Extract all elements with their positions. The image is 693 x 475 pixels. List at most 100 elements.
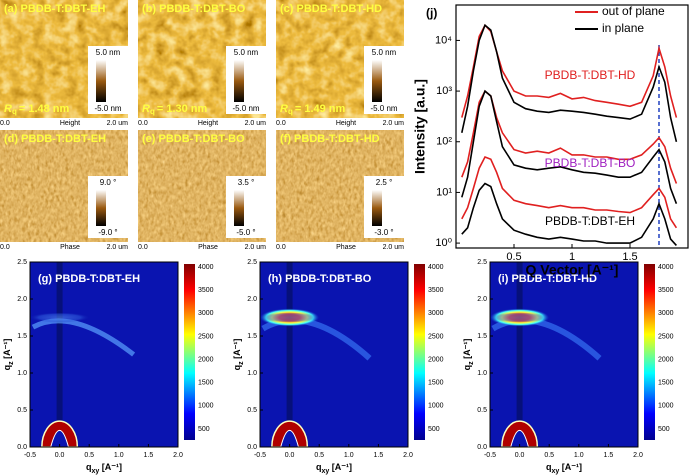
x-label-unit: [A⁻¹]: [559, 462, 582, 472]
colorbar-box: [226, 46, 266, 114]
axis-name: Height: [60, 120, 80, 127]
colorbar-label: 3000: [658, 310, 674, 317]
side-peak: [29, 312, 90, 323]
y-tick-label: 1.5: [477, 333, 487, 340]
colorbar-max: 5.0 nm: [96, 48, 121, 57]
axis-end: 2.0 um: [383, 120, 405, 127]
axis-start: 0.0: [138, 244, 148, 251]
x-tick-label: 1.0: [114, 452, 124, 459]
y-tick-label: 2.0: [477, 296, 487, 303]
colorbar-label: 1000: [428, 403, 444, 410]
y-axis-label: qz [A⁻¹]: [462, 339, 474, 371]
x-label: q: [316, 462, 322, 472]
x-tick-label: 1.5: [374, 452, 384, 459]
panel-label: (j): [426, 6, 437, 20]
colorbar-min: -3.0 °: [374, 228, 393, 237]
colorbar-label: 500: [198, 426, 210, 433]
colorbar-box: [364, 176, 404, 238]
y-label: q: [232, 365, 242, 371]
colorbar-box: [88, 176, 128, 238]
rq-label: Rq = 1.49 nm: [280, 103, 346, 116]
colorbar-label: 4000: [428, 264, 444, 271]
colorbar-max: 5.0 nm: [234, 48, 259, 57]
colorbar: [414, 264, 425, 440]
x-tick-label: 2.0: [633, 452, 643, 459]
colorbar: [234, 190, 244, 226]
axis-end: 2.0 um: [107, 120, 129, 127]
colorbar-label: 500: [658, 426, 670, 433]
beamstop-inner: [280, 429, 299, 448]
colorbar-box: [226, 176, 266, 238]
x-axis-label: qxy [A⁻¹]: [86, 462, 122, 474]
panel-label: (e) PBDB-T:DBT-BO: [142, 133, 245, 145]
giwaxs-image: [30, 262, 178, 447]
x-tick-label: 0.5: [84, 452, 94, 459]
side-peak: [489, 312, 550, 323]
x-label: q: [86, 462, 92, 472]
y-tick-label: 0.0: [17, 444, 27, 451]
colorbar-label: 2000: [658, 356, 674, 363]
axis-start: 0.0: [0, 120, 10, 127]
y-tick-label: 2.5: [17, 259, 27, 266]
rq-value: = 1.48 nm: [19, 103, 70, 115]
axis-name: Phase: [60, 244, 80, 251]
giwaxs-wedge: [56, 262, 63, 447]
axis-start: 0.0: [276, 244, 286, 251]
colorbar-label: 3500: [428, 287, 444, 294]
y-label-unit: [A⁻¹]: [2, 339, 12, 362]
x-label-unit: [A⁻¹]: [329, 462, 352, 472]
giwaxs-image: [260, 262, 408, 447]
colorbar: [372, 60, 382, 102]
x-tick-label: 2.0: [403, 452, 413, 459]
data-line: [461, 23, 678, 142]
x-tick-label: 0.0: [285, 452, 295, 459]
x-tick-label: 2.0: [173, 452, 183, 459]
colorbar-label: 3000: [428, 310, 444, 317]
x-tick-label: -0.5: [484, 452, 496, 459]
panel-label: (d) PBDB-T:DBT-EH: [4, 133, 106, 145]
y-axis-label: Intensity [a.u.]: [412, 79, 428, 174]
rq-sub: q: [150, 107, 155, 116]
colorbar-label: 1000: [198, 403, 214, 410]
rq-label: Rq = 1.30 nm: [142, 103, 208, 116]
axis-end: 2.0 um: [245, 244, 267, 251]
beamstop-inner: [510, 429, 529, 448]
annotation: PBDB-T:DBT-EH: [545, 214, 635, 228]
colorbar-label: 1500: [658, 380, 674, 387]
data-line: [461, 89, 678, 204]
y-tick-label: 1.5: [247, 333, 257, 340]
y-tick-label: 1.0: [17, 370, 27, 377]
plot-frame: [489, 261, 639, 448]
colorbar-label: 1500: [428, 380, 444, 387]
annotation: PBDB-T:DBT-HD: [545, 68, 636, 82]
axis-start: 0.0: [138, 120, 148, 127]
colorbar: [184, 264, 195, 440]
x-tick-label: 1: [569, 251, 575, 263]
panel-label: (h) PBDB-T:DBT-BO: [268, 273, 372, 285]
x-tick-label: 1.5: [622, 251, 637, 263]
y-tick-label: 10⁰: [435, 237, 452, 249]
colorbar-label: 3500: [198, 287, 214, 294]
y-tick-label: 10³: [436, 85, 452, 97]
giwaxs-image: [490, 262, 638, 447]
colorbar-max: 9.0 °: [100, 178, 117, 187]
x-tick-label: -0.5: [24, 452, 36, 459]
x-axis-label: qxy [A⁻¹]: [316, 462, 352, 474]
y-label-unit: [A⁻¹]: [232, 339, 242, 362]
colorbar-label: 2500: [198, 333, 214, 340]
y-tick-label: 2.5: [477, 259, 487, 266]
axis-name: Phase: [336, 244, 356, 251]
data-line: [461, 155, 678, 229]
colorbar-label: 2000: [198, 356, 214, 363]
x-tick-label: 0.5: [544, 452, 554, 459]
x-tick-label: 0.5: [314, 452, 324, 459]
panel-label: (f) PBDB-T:DBT-HD: [280, 133, 380, 145]
y-label: q: [462, 365, 472, 371]
colorbar-label: 500: [428, 426, 440, 433]
colorbar-label: 2500: [428, 333, 444, 340]
y-tick-label: 2.5: [247, 259, 257, 266]
colorbar: [96, 60, 106, 102]
x-axis-label: Q Vector [A⁻¹]: [526, 262, 619, 278]
x-tick-label: 0.0: [515, 452, 525, 459]
